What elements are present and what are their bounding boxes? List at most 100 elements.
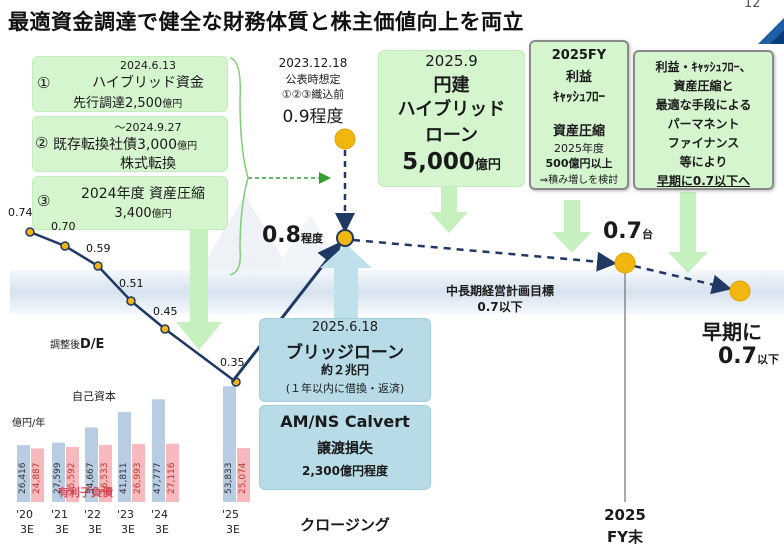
debt-bar — [132, 443, 145, 502]
step-amount: 先行調達2,500億円 — [73, 96, 183, 111]
x-label-fy2025-year: 2025 — [604, 506, 646, 524]
debt-value-label: 26,533 — [100, 462, 110, 495]
step-text: 既存転換社債3,000億円 — [53, 137, 198, 153]
permanent-line2: 資産圧縮と — [673, 79, 734, 93]
x-category-label: '21 — [51, 508, 69, 521]
step-text: 2024年度 資産圧縮 — [80, 186, 206, 202]
projection-arrow-2 — [633, 264, 732, 295]
equity-value-label: 27,599 — [53, 462, 63, 495]
fy2025-label: 2025FY — [551, 48, 607, 63]
debt-label: 有利子負債 — [58, 486, 113, 499]
closing-value-label: 0.8程度 — [262, 223, 323, 248]
fy2025-year: 2025年度 — [554, 142, 604, 155]
step-box-2: ② ～2024.9.27 既存転換社債3,000億円 株式転換 — [32, 116, 228, 172]
x-category-label: '23 — [117, 508, 135, 521]
hybrid-loan-line2: ハイブリッド — [397, 99, 506, 120]
de-ratio-value: 0.70 — [51, 220, 76, 233]
hybrid-loan-line3: ローン — [424, 125, 479, 146]
permanent-line5: ファイナンス — [667, 136, 740, 150]
debt-value-label: 24,887 — [32, 462, 42, 495]
bridge-loan-box: 2025.6.18 ブリッジローン 約２兆円 (１年以内に借換・返済) — [259, 318, 431, 402]
target-label: 中長期経営計画目標 — [445, 284, 554, 298]
step-box-1: ① 2024.6.13 ハイブリッド資金 先行調達2,500億円 — [32, 56, 228, 112]
de-ratio-point — [25, 227, 35, 237]
x-category-label: '22 — [84, 508, 102, 521]
permanent-finance-box: 利益・ｷｬｯｼｭﾌﾛｰ、 資産圧縮と 最適な手段による パーマネント ファイナン… — [633, 50, 774, 190]
debt-value-label: 25,592 — [67, 462, 77, 495]
brace — [229, 57, 249, 276]
step-box-3: ③ 2024年度 資産圧縮 3,400億円 — [32, 176, 228, 230]
de-ratio-point — [93, 261, 103, 271]
amns-title: AM/NS Calvert — [280, 412, 410, 431]
up-arrow-blue — [320, 244, 372, 318]
background-mountain — [200, 195, 290, 270]
equity-value-label: 34,667 — [86, 462, 96, 495]
fy2025-cashflow: ｷｬｯｼｭﾌﾛｰ — [553, 90, 605, 105]
de-ratio-point — [160, 324, 170, 334]
de-ratio-value: 0.59 — [86, 242, 111, 255]
point-announcement — [334, 128, 356, 150]
bridge-loan-date: 2025.6.18 — [311, 320, 379, 335]
debt-bar — [99, 444, 112, 502]
permanent-line1: 利益・ｷｬｯｼｭﾌﾛｰ、 — [655, 60, 752, 74]
equity-bar — [52, 442, 65, 502]
announcement-date: 2023.12.18 — [278, 56, 348, 70]
corner-logo-shape — [758, 18, 784, 44]
point-closing — [336, 229, 354, 247]
x-category-label: 3E — [20, 523, 34, 536]
bridge-loan-title: ブリッジローン — [285, 343, 405, 363]
early-value-label: 0.7以下 — [718, 344, 779, 369]
hybrid-loan-date: 2025.9 — [425, 52, 478, 70]
x-label-fy2025-end: FY末 — [606, 528, 644, 546]
point-fy2025 — [614, 252, 636, 274]
announcement-label: 公表時想定 — [285, 73, 341, 86]
x-label-closing: クロージング — [300, 516, 390, 534]
de-label: 調整後D/E — [50, 337, 105, 352]
de-ratio-point — [126, 296, 136, 306]
de-ratio-line — [29, 230, 237, 384]
equity-value-label: 41,811 — [119, 462, 129, 495]
equity-bar — [223, 386, 236, 502]
x-category-label: '24 — [151, 508, 169, 521]
de-ratio-value: 0.35 — [220, 356, 245, 369]
step-number: ① — [37, 74, 51, 92]
permanent-line6: 等により — [679, 155, 728, 169]
permanent-line7: 早期に0.7以下へ — [656, 174, 751, 188]
step-subtext: 株式転換 — [120, 156, 176, 172]
debt-value-label: 25,074 — [238, 462, 248, 495]
point-early — [729, 280, 751, 302]
early-line1-label: 早期に — [702, 320, 762, 344]
announcement-scope: ①②③織込前 — [281, 88, 345, 101]
announcement-value: 0.9程度 — [282, 107, 344, 127]
step-text: ハイブリッド資金 — [92, 75, 204, 91]
down-arrow-green — [552, 200, 592, 253]
x-category-label: 3E — [88, 523, 102, 536]
debt-bar — [66, 446, 79, 502]
debt-bar — [31, 448, 44, 502]
equity-label: 自己資本 — [72, 390, 116, 403]
permanent-line3: 最適な手段による — [655, 98, 752, 112]
fy2025-consider: ⇒積み増しを検討 — [539, 175, 619, 186]
x-category-label: 3E — [155, 523, 169, 536]
rise-arrow — [230, 241, 342, 383]
target-value: 0.7以下 — [477, 300, 523, 314]
x-category-label: 3E — [121, 523, 135, 536]
de-ratio-value: 0.45 — [153, 305, 178, 318]
fy2025-amount: 500億円以上 — [545, 157, 613, 170]
debt-bar — [166, 443, 179, 502]
bridge-loan-note: (１年以内に借換・返済) — [285, 382, 405, 395]
step-date: ～2024.9.27 — [114, 121, 182, 134]
fy2025-asset: 資産圧縮 — [552, 124, 605, 139]
x-category-label: '20 — [16, 508, 34, 521]
hybrid-loan-line1: 円建 — [433, 75, 470, 96]
step-number: ③ — [37, 192, 51, 210]
step-number: ② — [35, 134, 49, 152]
x-category-label: '25 — [222, 508, 240, 521]
equity-bar — [17, 445, 30, 502]
equity-bar — [118, 412, 131, 502]
amns-box: AM/NS Calvert 譲渡損失 2,300億円程度 — [259, 405, 431, 490]
equity-value-label: 26,416 — [18, 462, 28, 495]
down-arrow-green — [176, 210, 222, 350]
hybrid-loan-box: 2025.9 円建 ハイブリッド ローン 5,000億円 — [378, 50, 525, 187]
